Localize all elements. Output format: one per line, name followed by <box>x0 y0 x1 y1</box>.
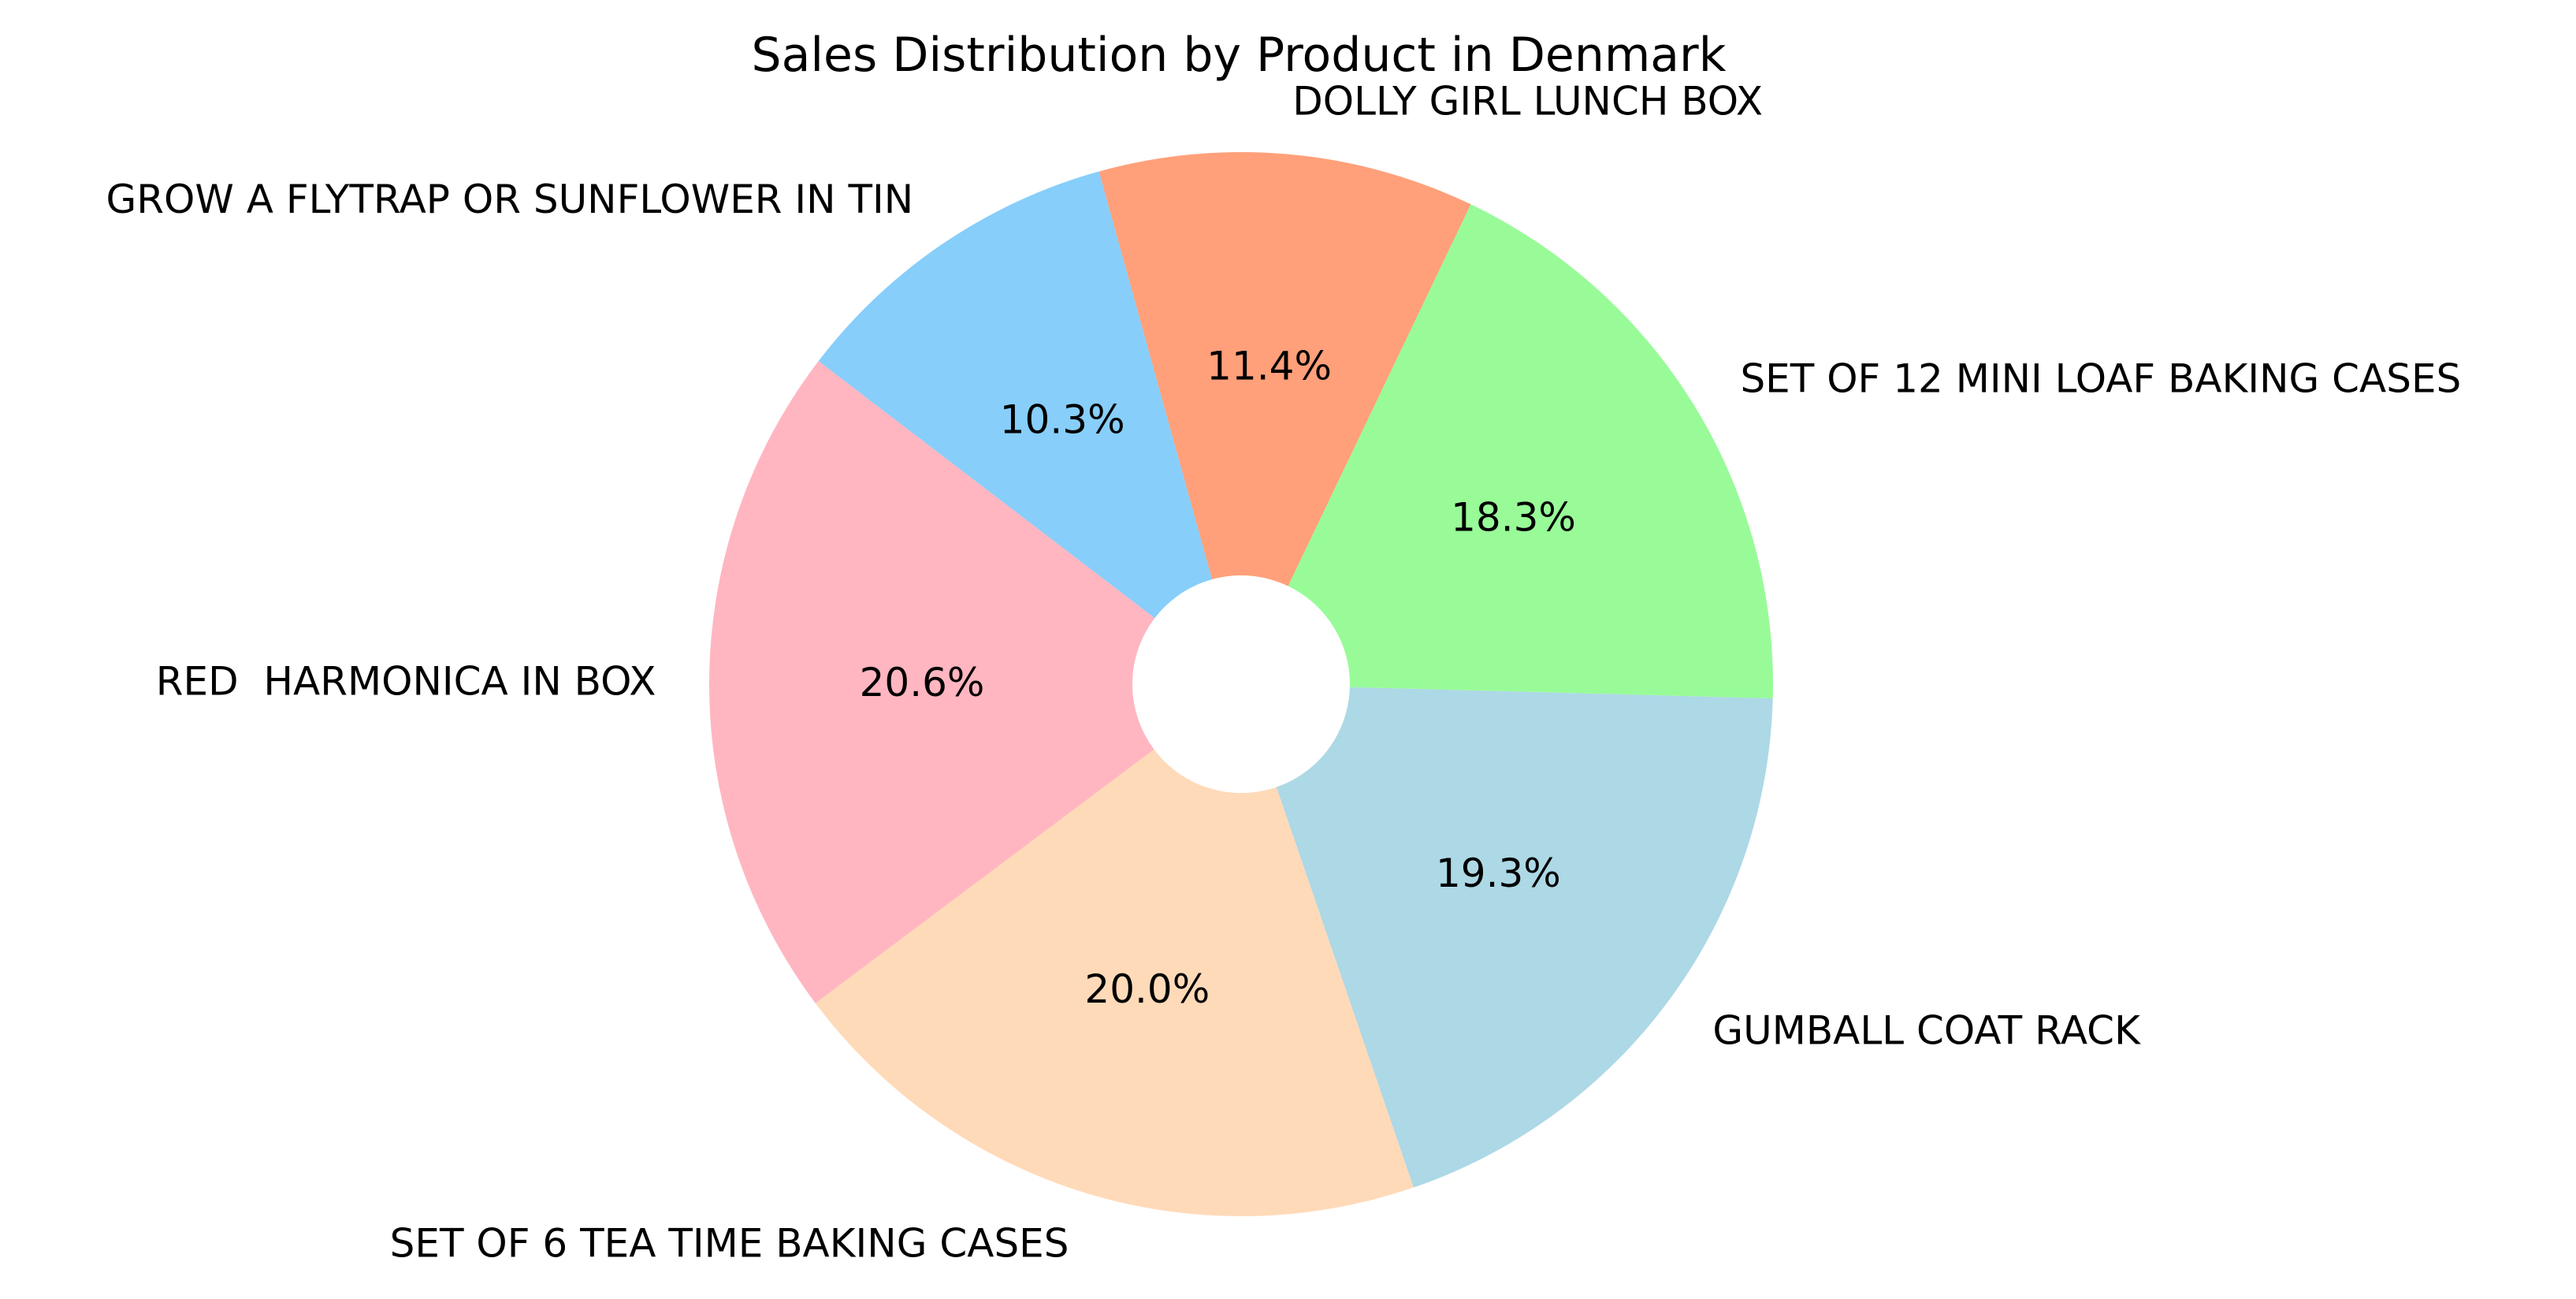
percent-labels: 10.3% 20.6% 20.0% 19.3% 18.3% 11.4% <box>860 344 1576 1013</box>
pie-slices <box>708 151 1773 1216</box>
chart-title: Sales Distribution by Product in Denmark <box>752 28 1727 83</box>
percent-label: 18.3% <box>1451 495 1576 541</box>
pie-slice-dolly-girl-lunch-box <box>1098 151 1471 684</box>
percent-label: 20.6% <box>860 660 985 705</box>
pie-slice-set-of-6-tea-time-baking-cases <box>815 684 1414 1216</box>
slice-label: SET OF 6 TEA TIME BAKING CASES <box>390 1221 1069 1267</box>
slice-labels: GROW A FLYTRAP OR SUNFLOWER IN TIN RED HA… <box>106 78 2462 1266</box>
slice-label: GUMBALL COAT RACK <box>1712 1008 2141 1054</box>
percent-label: 10.3% <box>1000 396 1125 442</box>
pie-slice-grow-a-flytrap-or-sunflower-in-tin <box>818 171 1241 684</box>
percent-label: 11.4% <box>1206 344 1332 389</box>
pie-slice-gumball-coat-rack <box>1241 684 1773 1188</box>
slice-label: GROW A FLYTRAP OR SUNFLOWER IN TIN <box>106 177 914 222</box>
percent-label: 19.3% <box>1436 850 1561 896</box>
donut-hole <box>1132 575 1350 793</box>
pie-slice-set-of-12-mini-loaf-baking-cases <box>1241 204 1773 698</box>
pie-slice-red-harmonica-in-box <box>708 361 1241 1003</box>
slice-label: DOLLY GIRL LUNCH BOX <box>1292 78 1763 124</box>
percent-label: 20.0% <box>1084 966 1210 1012</box>
slice-label: RED HARMONICA IN BOX <box>156 659 656 705</box>
slice-label: SET OF 12 MINI LOAF BAKING CASES <box>1740 356 2461 402</box>
